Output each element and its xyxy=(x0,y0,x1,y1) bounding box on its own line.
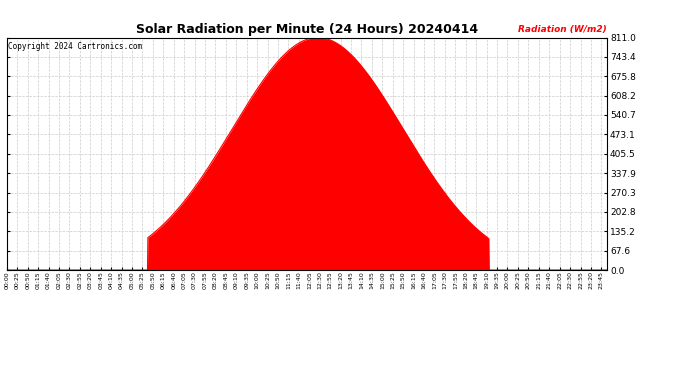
Title: Solar Radiation per Minute (24 Hours) 20240414: Solar Radiation per Minute (24 Hours) 20… xyxy=(136,23,478,36)
Text: Radiation (W/m2): Radiation (W/m2) xyxy=(518,25,607,34)
Text: Copyright 2024 Cartronics.com: Copyright 2024 Cartronics.com xyxy=(8,42,142,51)
